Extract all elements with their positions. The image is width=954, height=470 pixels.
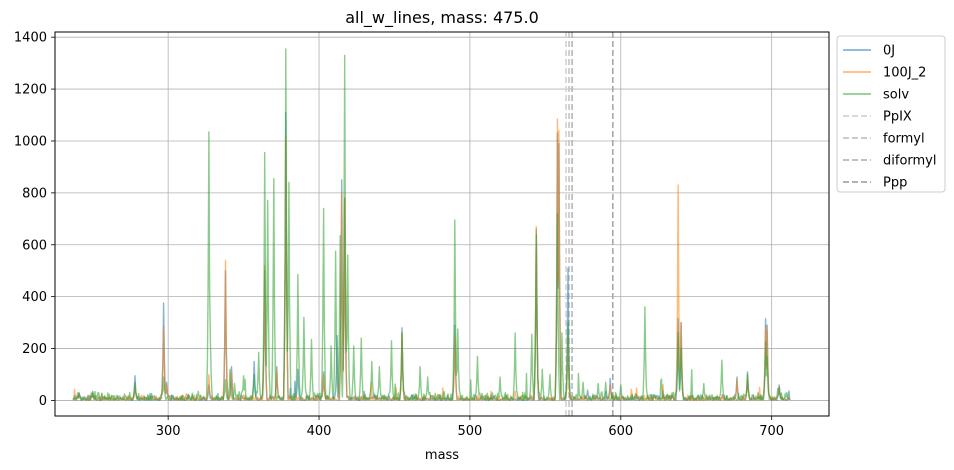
x-tick-label: 700 — [759, 424, 784, 439]
y-tick-label: 0 — [39, 394, 47, 409]
x-tick-label: 400 — [307, 424, 332, 439]
y-tick-label: 200 — [22, 342, 47, 357]
plot-frame — [54, 31, 830, 417]
legend-label: diformyl — [883, 154, 936, 169]
legend-label: 0J — [883, 44, 895, 59]
chart-title: all_w_lines, mass: 475.0 — [345, 8, 539, 28]
legend-label: solv — [883, 88, 909, 103]
plot-area — [54, 31, 830, 417]
y-tick-label: 1400 — [14, 31, 47, 46]
series-line-solv — [72, 48, 791, 402]
legend-label: Ppp — [883, 176, 907, 191]
x-tick-label: 300 — [156, 424, 181, 439]
x-tick-label: 500 — [457, 424, 482, 439]
y-tick-label: 600 — [22, 238, 47, 253]
x-tick-label: 600 — [608, 424, 633, 439]
legend-label: PpIX — [883, 110, 912, 125]
legend-label: 100J_2 — [883, 66, 926, 81]
x-axis-label: mass — [425, 448, 459, 463]
y-tick-label: 1200 — [14, 83, 47, 98]
y-tick-label: 800 — [22, 186, 47, 201]
grid — [55, 32, 829, 416]
y-tick-label: 400 — [22, 290, 47, 305]
y-axis: 0 200 400 600 800 1000 1200 1400 — [14, 31, 55, 409]
y-tick-label: 1000 — [14, 134, 47, 149]
series-layer — [72, 48, 791, 402]
legend-label: formyl — [883, 132, 925, 147]
legend-box — [836, 35, 946, 193]
x-axis: 300 400 500 600 700 — [156, 416, 784, 439]
plot-background — [55, 32, 829, 416]
